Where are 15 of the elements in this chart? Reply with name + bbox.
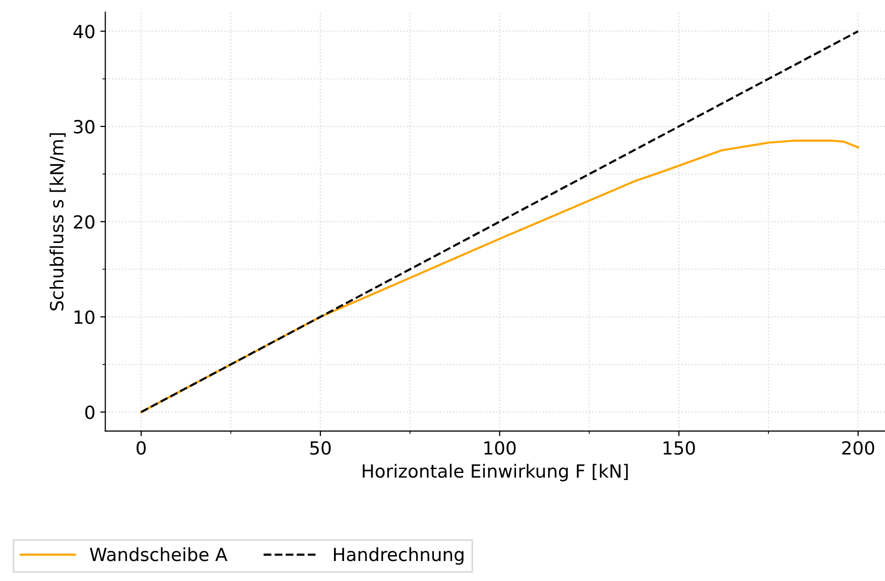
- x-axis-title: Horizontale Einwirkung F [kN]: [362, 464, 628, 482]
- y-axis-title: Schubfluss s [kN/m]: [50, 133, 66, 310]
- y-tick-label: 0: [85, 406, 94, 420]
- y-tick-label: 10: [74, 310, 94, 324]
- x-tick-label: 50: [310, 441, 331, 455]
- y-tick-label: 40: [74, 24, 94, 38]
- y-tick-label: 30: [74, 120, 94, 134]
- x-tick-label: 100: [484, 441, 516, 455]
- x-tick-label: 200: [842, 441, 874, 455]
- x-tick-label: 150: [664, 441, 695, 455]
- y-tick-label: 20: [74, 215, 94, 229]
- line-series: [140, 140, 860, 414]
- legend-label: Handrechnung: [334, 547, 464, 565]
- legend-label: Wandscheibe A: [90, 547, 228, 562]
- x-tick-label: 0: [136, 441, 146, 455]
